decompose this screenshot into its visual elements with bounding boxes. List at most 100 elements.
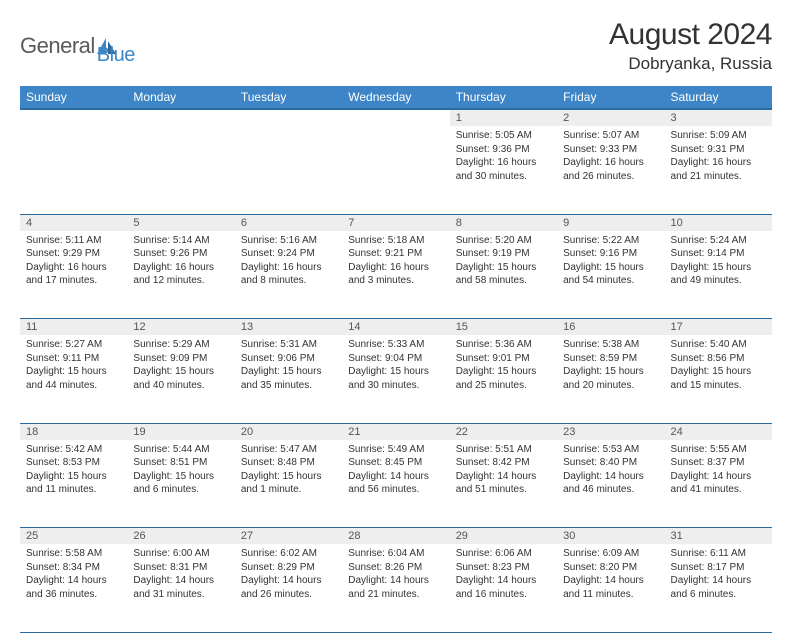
day-number: 10	[665, 214, 772, 231]
sunrise-line: Sunrise: 5:53 AM	[563, 443, 658, 457]
day-number: 9	[557, 214, 664, 231]
day-number: 16	[557, 319, 664, 336]
sunrise-line: Sunrise: 5:07 AM	[563, 129, 658, 143]
day-number: 17	[665, 319, 772, 336]
day-number: 3	[665, 109, 772, 126]
sunrise-line: Sunrise: 5:18 AM	[348, 234, 443, 248]
daylight-line: Daylight: 15 hours and 25 minutes.	[456, 365, 551, 392]
sunset-line: Sunset: 9:14 PM	[671, 247, 766, 261]
day-number	[235, 109, 342, 126]
day-number: 7	[342, 214, 449, 231]
sunrise-line: Sunrise: 5:31 AM	[241, 338, 336, 352]
daylight-line: Daylight: 14 hours and 36 minutes.	[26, 574, 121, 601]
sunset-line: Sunset: 8:31 PM	[133, 561, 228, 575]
daylight-line: Daylight: 15 hours and 6 minutes.	[133, 470, 228, 497]
day-number: 2	[557, 109, 664, 126]
day-cell: Sunrise: 5:38 AMSunset: 8:59 PMDaylight:…	[557, 335, 664, 423]
day-number: 13	[235, 319, 342, 336]
sunset-line: Sunset: 9:31 PM	[671, 143, 766, 157]
day-number: 11	[20, 319, 127, 336]
sunset-line: Sunset: 9:21 PM	[348, 247, 443, 261]
weekday-header: Friday	[557, 86, 664, 109]
sunset-line: Sunset: 9:19 PM	[456, 247, 551, 261]
sunrise-line: Sunrise: 5:33 AM	[348, 338, 443, 352]
sunset-line: Sunset: 8:59 PM	[563, 352, 658, 366]
sunset-line: Sunset: 9:11 PM	[26, 352, 121, 366]
day-number: 27	[235, 528, 342, 545]
daynum-row: 25262728293031	[20, 528, 772, 545]
day-number: 5	[127, 214, 234, 231]
day-number: 8	[450, 214, 557, 231]
day-cell: Sunrise: 5:47 AMSunset: 8:48 PMDaylight:…	[235, 440, 342, 528]
day-cell: Sunrise: 5:44 AMSunset: 8:51 PMDaylight:…	[127, 440, 234, 528]
day-cell	[235, 126, 342, 214]
daylight-line: Daylight: 16 hours and 3 minutes.	[348, 261, 443, 288]
day-number: 26	[127, 528, 234, 545]
daylight-line: Daylight: 14 hours and 41 minutes.	[671, 470, 766, 497]
daylight-line: Daylight: 15 hours and 30 minutes.	[348, 365, 443, 392]
daylight-line: Daylight: 15 hours and 35 minutes.	[241, 365, 336, 392]
day-number: 15	[450, 319, 557, 336]
daylight-line: Daylight: 14 hours and 16 minutes.	[456, 574, 551, 601]
sunrise-line: Sunrise: 5:44 AM	[133, 443, 228, 457]
daylight-line: Daylight: 14 hours and 6 minutes.	[671, 574, 766, 601]
daylight-line: Daylight: 15 hours and 49 minutes.	[671, 261, 766, 288]
sunrise-line: Sunrise: 5:27 AM	[26, 338, 121, 352]
day-number: 24	[665, 423, 772, 440]
daylight-line: Daylight: 15 hours and 15 minutes.	[671, 365, 766, 392]
day-cell: Sunrise: 6:00 AMSunset: 8:31 PMDaylight:…	[127, 544, 234, 632]
sunset-line: Sunset: 9:33 PM	[563, 143, 658, 157]
daylight-line: Daylight: 16 hours and 26 minutes.	[563, 156, 658, 183]
page-title: August 2024	[609, 18, 772, 52]
day-cell: Sunrise: 6:02 AMSunset: 8:29 PMDaylight:…	[235, 544, 342, 632]
sunrise-line: Sunrise: 5:24 AM	[671, 234, 766, 248]
sunrise-line: Sunrise: 5:40 AM	[671, 338, 766, 352]
sunset-line: Sunset: 8:40 PM	[563, 456, 658, 470]
daylight-line: Daylight: 15 hours and 44 minutes.	[26, 365, 121, 392]
content-row: Sunrise: 5:11 AMSunset: 9:29 PMDaylight:…	[20, 231, 772, 319]
daynum-row: 11121314151617	[20, 319, 772, 336]
day-cell: Sunrise: 5:51 AMSunset: 8:42 PMDaylight:…	[450, 440, 557, 528]
logo-text-general: General	[20, 33, 95, 59]
sunrise-line: Sunrise: 5:47 AM	[241, 443, 336, 457]
day-cell: Sunrise: 5:09 AMSunset: 9:31 PMDaylight:…	[665, 126, 772, 214]
day-cell: Sunrise: 5:29 AMSunset: 9:09 PMDaylight:…	[127, 335, 234, 423]
day-number: 14	[342, 319, 449, 336]
day-number: 23	[557, 423, 664, 440]
daylight-line: Daylight: 15 hours and 58 minutes.	[456, 261, 551, 288]
sunset-line: Sunset: 8:48 PM	[241, 456, 336, 470]
sunset-line: Sunset: 9:26 PM	[133, 247, 228, 261]
weekday-header: Monday	[127, 86, 234, 109]
sunset-line: Sunset: 8:53 PM	[26, 456, 121, 470]
weekday-header: Sunday	[20, 86, 127, 109]
day-number: 20	[235, 423, 342, 440]
sunset-line: Sunset: 8:34 PM	[26, 561, 121, 575]
sunrise-line: Sunrise: 5:05 AM	[456, 129, 551, 143]
day-cell	[342, 126, 449, 214]
day-number: 29	[450, 528, 557, 545]
sunrise-line: Sunrise: 6:06 AM	[456, 547, 551, 561]
day-cell: Sunrise: 6:04 AMSunset: 8:26 PMDaylight:…	[342, 544, 449, 632]
daylight-line: Daylight: 16 hours and 12 minutes.	[133, 261, 228, 288]
day-cell: Sunrise: 5:07 AMSunset: 9:33 PMDaylight:…	[557, 126, 664, 214]
day-cell: Sunrise: 6:09 AMSunset: 8:20 PMDaylight:…	[557, 544, 664, 632]
daylight-line: Daylight: 14 hours and 31 minutes.	[133, 574, 228, 601]
sunset-line: Sunset: 8:29 PM	[241, 561, 336, 575]
day-cell: Sunrise: 5:20 AMSunset: 9:19 PMDaylight:…	[450, 231, 557, 319]
sunrise-line: Sunrise: 5:36 AM	[456, 338, 551, 352]
header: General Blue August 2024 Dobryanka, Russ…	[20, 18, 772, 74]
sunset-line: Sunset: 9:36 PM	[456, 143, 551, 157]
sunrise-line: Sunrise: 5:09 AM	[671, 129, 766, 143]
sunset-line: Sunset: 8:45 PM	[348, 456, 443, 470]
daylight-line: Daylight: 15 hours and 11 minutes.	[26, 470, 121, 497]
daylight-line: Daylight: 15 hours and 54 minutes.	[563, 261, 658, 288]
day-cell	[20, 126, 127, 214]
content-row: Sunrise: 5:27 AMSunset: 9:11 PMDaylight:…	[20, 335, 772, 423]
day-cell: Sunrise: 5:16 AMSunset: 9:24 PMDaylight:…	[235, 231, 342, 319]
sunrise-line: Sunrise: 5:38 AM	[563, 338, 658, 352]
day-number: 12	[127, 319, 234, 336]
daylight-line: Daylight: 14 hours and 56 minutes.	[348, 470, 443, 497]
content-row: Sunrise: 5:05 AMSunset: 9:36 PM Daylight:…	[20, 126, 772, 214]
logo: General Blue	[20, 18, 135, 67]
sunset-line: Sunset: 8:17 PM	[671, 561, 766, 575]
